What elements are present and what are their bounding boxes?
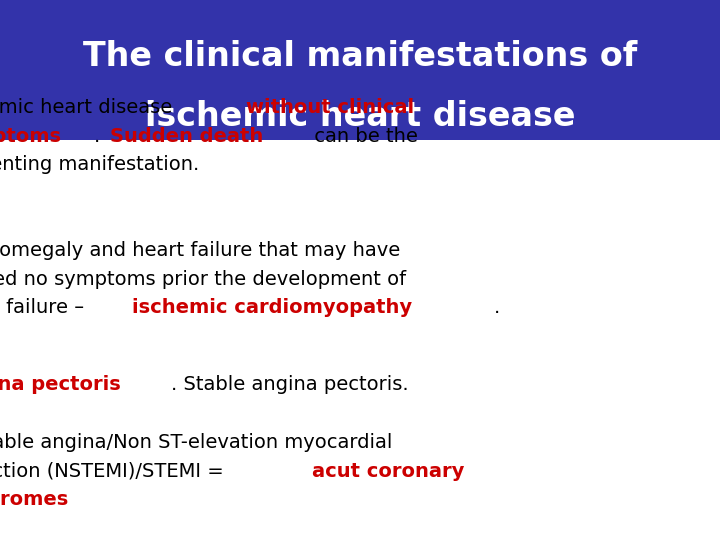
Text: Cardiomegaly and heart failure that may have: Cardiomegaly and heart failure that may … bbox=[0, 241, 400, 260]
Text: Angina pectoris: Angina pectoris bbox=[0, 375, 121, 394]
Text: Unstable angina/Non ST-elevation myocardial: Unstable angina/Non ST-elevation myocard… bbox=[0, 433, 393, 453]
Text: .: . bbox=[493, 298, 500, 317]
Text: Sudden death: Sudden death bbox=[110, 127, 264, 146]
Text: . Stable angina pectoris.: . Stable angina pectoris. bbox=[171, 375, 409, 394]
Text: .: . bbox=[94, 127, 107, 146]
Text: ischemic heart disease: ischemic heart disease bbox=[145, 99, 575, 133]
Text: infarction (NSTEMI)/STEMI =: infarction (NSTEMI)/STEMI = bbox=[0, 462, 230, 481]
Text: syndromes: syndromes bbox=[0, 490, 68, 509]
FancyBboxPatch shape bbox=[0, 0, 720, 140]
Text: can be the: can be the bbox=[308, 127, 418, 146]
Text: acut coronary: acut coronary bbox=[312, 462, 464, 481]
Text: Ischemic heart disease: Ischemic heart disease bbox=[0, 98, 179, 117]
Text: presenting manifestation.: presenting manifestation. bbox=[0, 156, 199, 174]
Text: heart failure –: heart failure – bbox=[0, 298, 91, 317]
Text: caused no symptoms prior the development of: caused no symptoms prior the development… bbox=[0, 269, 407, 289]
Text: ischemic cardiomyopathy: ischemic cardiomyopathy bbox=[132, 298, 413, 317]
Text: The clinical manifestations of: The clinical manifestations of bbox=[83, 40, 637, 73]
Text: without clinical: without clinical bbox=[246, 98, 414, 117]
Text: symptoms: symptoms bbox=[0, 127, 61, 146]
